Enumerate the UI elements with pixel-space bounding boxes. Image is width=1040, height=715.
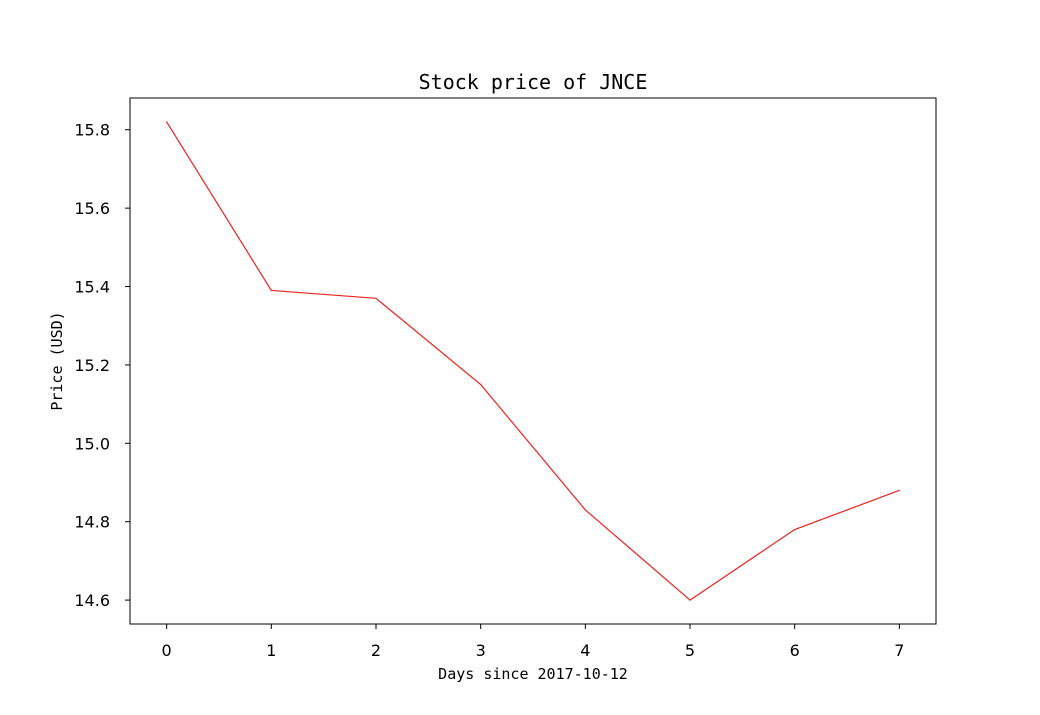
y-axis-label: Price (USD) xyxy=(48,311,66,410)
x-tick-label: 0 xyxy=(162,641,172,660)
price-data-point xyxy=(794,528,796,531)
x-axis-label: Days since 2017-10-12 xyxy=(438,665,628,683)
x-tick-label: 7 xyxy=(894,641,904,660)
plot-area-frame xyxy=(129,97,937,625)
price-data-point xyxy=(375,297,377,299)
series-layer xyxy=(166,121,900,601)
y-axis: 14.6 14.8 15.0 15.2 15.4 15.6 15.8 xyxy=(74,121,130,610)
price-series-line xyxy=(166,121,900,601)
y-tick-label: 15.8 xyxy=(74,121,110,140)
price-data-point xyxy=(480,383,482,386)
y-tick-label: 15.0 xyxy=(74,434,110,453)
price-data-point xyxy=(270,289,272,292)
x-axis: 0 1 2 3 4 5 6 7 xyxy=(162,624,904,660)
x-tick-label: 6 xyxy=(790,641,800,660)
x-tick-label: 1 xyxy=(266,641,276,660)
y-tick-label: 14.8 xyxy=(74,513,110,532)
x-tick-label: 4 xyxy=(580,641,590,660)
price-data-point xyxy=(166,121,168,123)
chart-title: Stock price of JNCE xyxy=(419,70,648,94)
price-data-point xyxy=(584,509,586,511)
price-data-point xyxy=(689,599,691,601)
price-data-point xyxy=(898,489,900,491)
x-tick-label: 3 xyxy=(476,641,486,660)
y-tick-label: 15.6 xyxy=(74,199,110,218)
y-tick-label: 15.4 xyxy=(74,278,110,297)
y-tick-label: 14.6 xyxy=(74,591,110,610)
y-tick-label: 15.2 xyxy=(74,356,110,375)
x-tick-label: 2 xyxy=(371,641,381,660)
x-tick-label: 5 xyxy=(685,641,695,660)
